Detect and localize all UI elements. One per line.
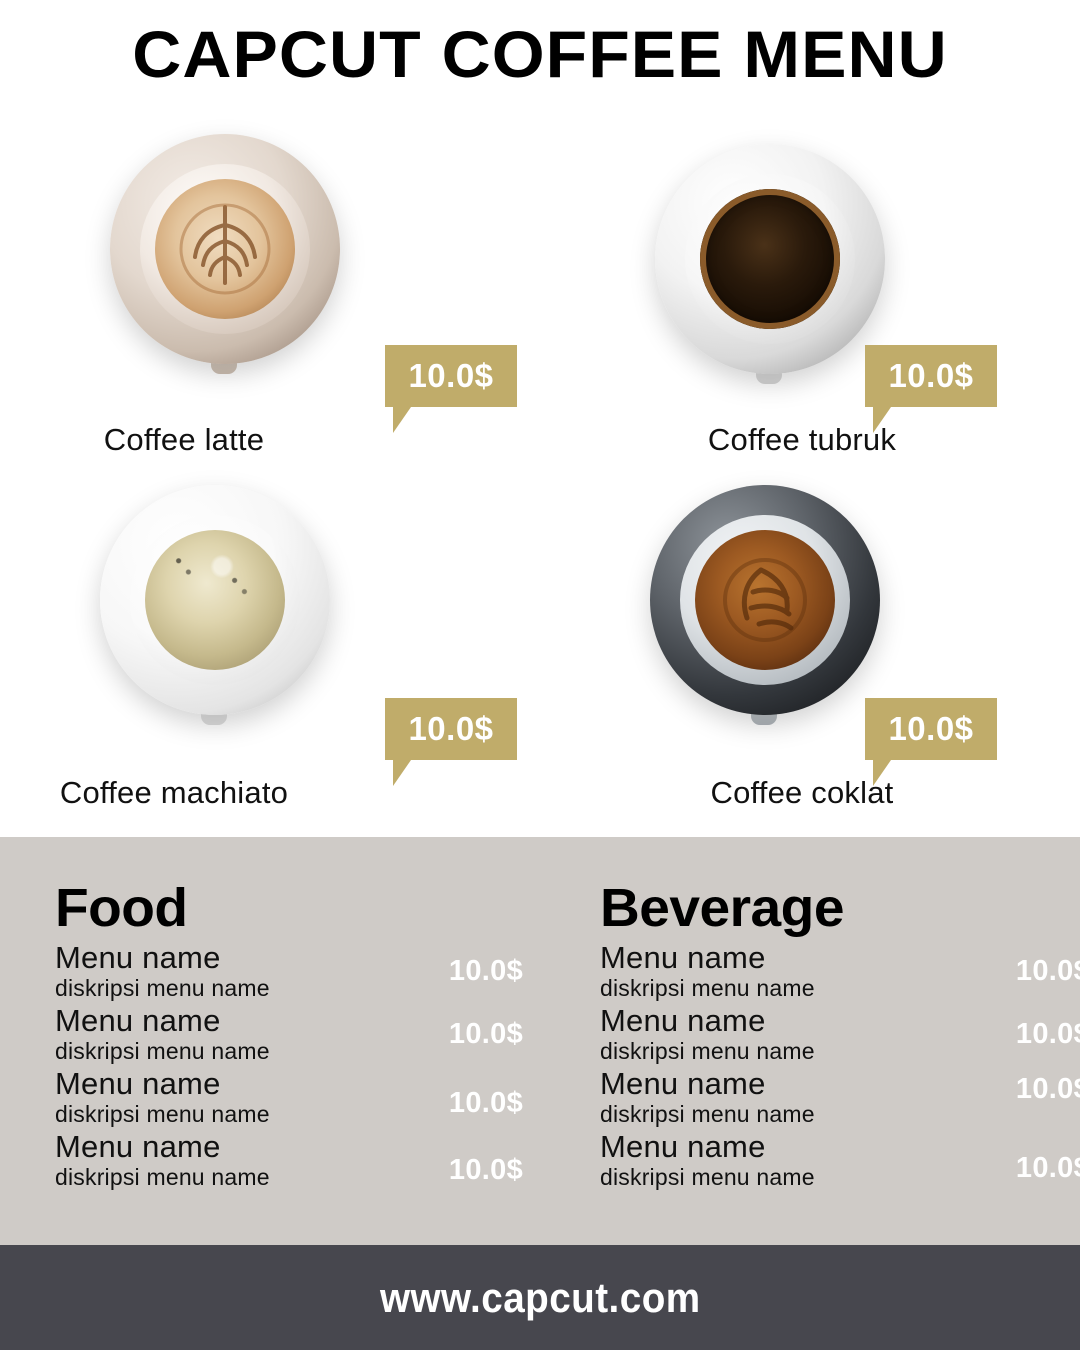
coffee-surface	[695, 530, 835, 670]
menu-list-food: Menu name diskripsi menu name 10.0$ Menu…	[55, 941, 555, 1193]
menu-item-name: Menu name	[55, 1066, 221, 1101]
menu-item-price: 10.0$	[448, 1018, 523, 1050]
menu-column-beverage: Beverage Menu name diskripsi menu name 1…	[600, 837, 1080, 1193]
menu-list-beverage: Menu name diskripsi menu name 10.0$ Menu…	[600, 941, 1080, 1193]
section-heading-beverage: Beverage	[600, 878, 844, 938]
menu-item-desc: diskripsi menu name	[600, 1101, 815, 1127]
badge-tail	[873, 407, 891, 433]
menu-panel: Food Menu name diskripsi menu name 10.0$…	[0, 837, 1080, 1245]
menu-item-desc: diskripsi menu name	[55, 1038, 270, 1064]
coffee-card-tubruk[interactable]: 10.0$ Coffee tubruk	[540, 130, 1080, 480]
menu-item-desc: diskripsi menu name	[55, 975, 270, 1001]
menu-item-name: Menu name	[55, 1129, 221, 1164]
latte-art-icon	[155, 179, 295, 319]
menu-row[interactable]: Menu name diskripsi menu name 10.0$	[600, 1067, 1080, 1130]
coffee-name-label: Coffee coklat	[710, 775, 894, 810]
price-badge: 10.0$	[865, 698, 997, 786]
menu-item-price: 10.0$	[1015, 1152, 1080, 1184]
page-title: CAPCUT COFFEE MENU	[132, 17, 948, 91]
price-badge: 10.0$	[385, 345, 517, 433]
price-badge: 10.0$	[385, 698, 517, 786]
coffee-surface	[700, 189, 840, 329]
menu-item-price: 10.0$	[1015, 1018, 1080, 1050]
cocoa-art-icon	[695, 530, 835, 670]
menu-item-desc: diskripsi menu name	[600, 975, 815, 1001]
menu-row[interactable]: Menu name diskripsi menu name 10.0$	[55, 1067, 555, 1130]
menu-item-name: Menu name	[600, 1066, 766, 1101]
menu-row[interactable]: Menu name diskripsi menu name 10.0$	[600, 941, 1080, 1004]
coffee-cup-coklat-icon	[650, 485, 890, 735]
badge-tail	[393, 760, 411, 786]
menu-row[interactable]: Menu name diskripsi menu name 10.0$	[55, 941, 555, 1004]
footer-bar: www.capcut.com	[0, 1245, 1080, 1350]
menu-item-price: 10.0$	[448, 955, 523, 987]
price-value: 10.0$	[888, 710, 974, 747]
menu-row[interactable]: Menu name diskripsi menu name 10.0$	[600, 1004, 1080, 1067]
menu-column-food: Food Menu name diskripsi menu name 10.0$…	[55, 837, 555, 1193]
coffee-cup-latte-icon	[110, 134, 350, 384]
website-url[interactable]: www.capcut.com	[379, 1273, 701, 1321]
price-value: 10.0$	[408, 357, 494, 394]
menu-item-price: 10.0$	[1015, 955, 1080, 987]
coffee-name-label: Coffee latte	[103, 422, 265, 457]
coffee-card-coklat[interactable]: 10.0$ Coffee coklat	[540, 485, 1080, 835]
menu-item-desc: diskripsi menu name	[55, 1164, 270, 1190]
price-badge: 10.0$	[865, 345, 997, 433]
coffee-name-label: Coffee machiato	[59, 775, 289, 810]
menu-row[interactable]: Menu name diskripsi menu name 10.0$	[600, 1130, 1080, 1193]
coffee-cup-machiato-icon	[100, 485, 340, 735]
coffee-card-latte[interactable]: 10.0$ Coffee latte	[0, 130, 540, 480]
menu-item-name: Menu name	[55, 940, 221, 975]
menu-item-name: Menu name	[55, 1003, 221, 1038]
menu-item-price: 10.0$	[1015, 1073, 1080, 1105]
menu-item-desc: diskripsi menu name	[55, 1101, 270, 1127]
coffee-card-machiato[interactable]: 10.0$ Coffee machiato	[0, 485, 540, 835]
coffee-grid: 10.0$ Coffee latte 10.0$ Coffee tubruk	[0, 130, 1080, 830]
menu-row[interactable]: Menu name diskripsi menu name 10.0$	[55, 1004, 555, 1067]
menu-item-name: Menu name	[600, 1003, 766, 1038]
menu-item-name: Menu name	[600, 1129, 766, 1164]
coffee-name-label: Coffee tubruk	[707, 422, 897, 457]
menu-item-price: 10.0$	[448, 1154, 523, 1186]
price-value: 10.0$	[408, 710, 494, 747]
menu-item-name: Menu name	[600, 940, 766, 975]
menu-item-desc: diskripsi menu name	[600, 1164, 815, 1190]
badge-tail	[873, 760, 891, 786]
menu-item-desc: diskripsi menu name	[600, 1038, 815, 1064]
crema-speckles	[145, 530, 285, 670]
coffee-cup-tubruk-icon	[655, 144, 895, 394]
menu-item-price: 10.0$	[448, 1087, 523, 1119]
section-heading-food: Food	[55, 878, 188, 938]
badge-tail	[393, 407, 411, 433]
menu-row[interactable]: Menu name diskripsi menu name 10.0$	[55, 1130, 555, 1193]
price-value: 10.0$	[888, 357, 974, 394]
